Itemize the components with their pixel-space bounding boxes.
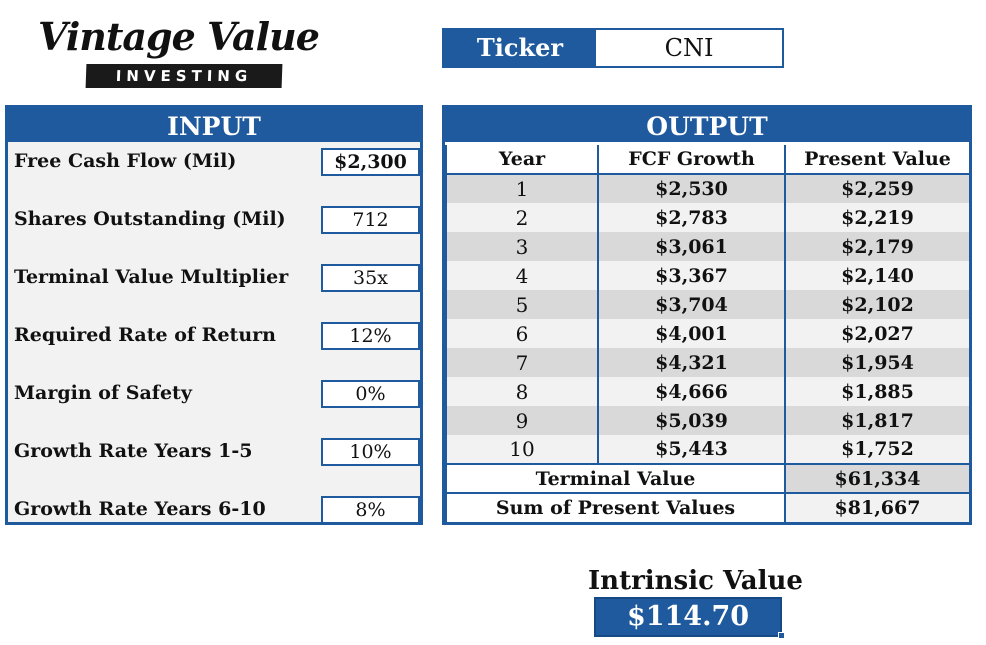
year-cell[interactable]: 9	[446, 406, 598, 435]
terminal-value-label: Terminal Value	[446, 464, 785, 493]
input-row-shares-outstanding: Shares Outstanding (Mil) 712	[8, 206, 420, 234]
intrinsic-value-title: Intrinsic Value	[588, 566, 803, 596]
year-cell[interactable]: 2	[446, 203, 598, 232]
output-header: OUTPUT	[445, 108, 969, 142]
year-cell[interactable]: 6	[446, 319, 598, 348]
year-cell[interactable]: 4	[446, 261, 598, 290]
table-row: 7 $4,321 $1,954	[446, 348, 970, 377]
shares-outstanding-input[interactable]: 712	[321, 206, 420, 234]
output-table: Year FCF Growth Present Value 1 $2,530 $…	[445, 145, 971, 522]
present-value-cell[interactable]: $1,954	[785, 348, 970, 377]
input-panel: INPUT Free Cash Flow (Mil) $2,300 Shares…	[5, 105, 423, 525]
year-cell[interactable]: 3	[446, 232, 598, 261]
year-cell[interactable]: 5	[446, 290, 598, 319]
input-label: Margin of Safety	[14, 382, 192, 404]
input-label: Shares Outstanding (Mil)	[14, 208, 286, 230]
fcf-cell[interactable]: $2,783	[598, 203, 785, 232]
year-cell[interactable]: 10	[446, 435, 598, 464]
input-label: Growth Rate Years 6-10	[14, 498, 266, 520]
present-value-cell[interactable]: $1,752	[785, 435, 970, 464]
input-label: Required Rate of Return	[14, 324, 276, 346]
ticker-field: Ticker CNI	[442, 28, 784, 68]
fcf-cell[interactable]: $2,530	[598, 174, 785, 203]
growth-rate-1-5-input[interactable]: 10%	[321, 438, 420, 466]
input-row-growth-6-10: Growth Rate Years 6-10 8%	[8, 496, 420, 524]
present-value-cell[interactable]: $2,027	[785, 319, 970, 348]
fcf-cell[interactable]: $4,321	[598, 348, 785, 377]
input-header: INPUT	[8, 108, 420, 142]
growth-rate-6-10-input[interactable]: 8%	[321, 496, 420, 524]
ticker-value-cell[interactable]: CNI	[596, 30, 782, 66]
table-row: 9 $5,039 $1,817	[446, 406, 970, 435]
column-header-present-value: Present Value	[785, 145, 970, 174]
fill-handle[interactable]	[778, 632, 785, 639]
table-row: 10 $5,443 $1,752	[446, 435, 970, 464]
present-value-cell[interactable]: $2,140	[785, 261, 970, 290]
sum-present-values-cell[interactable]: $81,667	[785, 493, 970, 522]
logo-bar-text: INVESTING	[86, 64, 283, 88]
input-label: Free Cash Flow (Mil)	[14, 150, 236, 172]
column-header-year: Year	[446, 145, 598, 174]
input-row-free-cash-flow: Free Cash Flow (Mil) $2,300	[8, 148, 420, 176]
fcf-cell[interactable]: $3,367	[598, 261, 785, 290]
fcf-cell[interactable]: $4,001	[598, 319, 785, 348]
table-row: 5 $3,704 $2,102	[446, 290, 970, 319]
fcf-cell[interactable]: $3,704	[598, 290, 785, 319]
year-cell[interactable]: 7	[446, 348, 598, 377]
intrinsic-value-cell[interactable]: $114.70	[594, 597, 782, 637]
present-value-cell[interactable]: $2,179	[785, 232, 970, 261]
input-label: Growth Rate Years 1-5	[14, 440, 252, 462]
input-label: Terminal Value Multiplier	[14, 266, 288, 288]
present-value-cell[interactable]: $2,259	[785, 174, 970, 203]
output-panel: OUTPUT Year FCF Growth Present Value 1 $…	[442, 105, 972, 525]
margin-of-safety-input[interactable]: 0%	[321, 380, 420, 408]
year-cell[interactable]: 1	[446, 174, 598, 203]
table-row: 1 $2,530 $2,259	[446, 174, 970, 203]
column-header-fcf-growth: FCF Growth	[598, 145, 785, 174]
table-row: 4 $3,367 $2,140	[446, 261, 970, 290]
required-return-input[interactable]: 12%	[321, 322, 420, 350]
present-value-cell[interactable]: $2,219	[785, 203, 970, 232]
present-value-cell[interactable]: $1,885	[785, 377, 970, 406]
fcf-cell[interactable]: $4,666	[598, 377, 785, 406]
ticker-label: Ticker	[444, 30, 596, 66]
output-header-row: Year FCF Growth Present Value	[446, 145, 970, 174]
table-row: 3 $3,061 $2,179	[446, 232, 970, 261]
fcf-cell[interactable]: $5,443	[598, 435, 785, 464]
input-row-margin-of-safety: Margin of Safety 0%	[8, 380, 420, 408]
present-value-cell[interactable]: $2,102	[785, 290, 970, 319]
table-row: 8 $4,666 $1,885	[446, 377, 970, 406]
input-row-terminal-multiplier: Terminal Value Multiplier 35x	[8, 264, 420, 292]
input-row-growth-1-5: Growth Rate Years 1-5 10%	[8, 438, 420, 466]
vintage-value-logo: Vintage Value INVESTING	[34, 12, 294, 86]
sum-present-values-row: Sum of Present Values $81,667	[446, 493, 970, 522]
terminal-value-row: Terminal Value $61,334	[446, 464, 970, 493]
terminal-value-cell[interactable]: $61,334	[785, 464, 970, 493]
fcf-cell[interactable]: $5,039	[598, 406, 785, 435]
fcf-cell[interactable]: $3,061	[598, 232, 785, 261]
sum-present-values-label: Sum of Present Values	[446, 493, 785, 522]
table-row: 2 $2,783 $2,219	[446, 203, 970, 232]
logo-script-text: Vintage Value	[38, 14, 319, 59]
input-row-required-return: Required Rate of Return 12%	[8, 322, 420, 350]
year-cell[interactable]: 8	[446, 377, 598, 406]
present-value-cell[interactable]: $1,817	[785, 406, 970, 435]
table-row: 6 $4,001 $2,027	[446, 319, 970, 348]
terminal-multiplier-input[interactable]: 35x	[321, 264, 420, 292]
free-cash-flow-input[interactable]: $2,300	[321, 148, 420, 176]
